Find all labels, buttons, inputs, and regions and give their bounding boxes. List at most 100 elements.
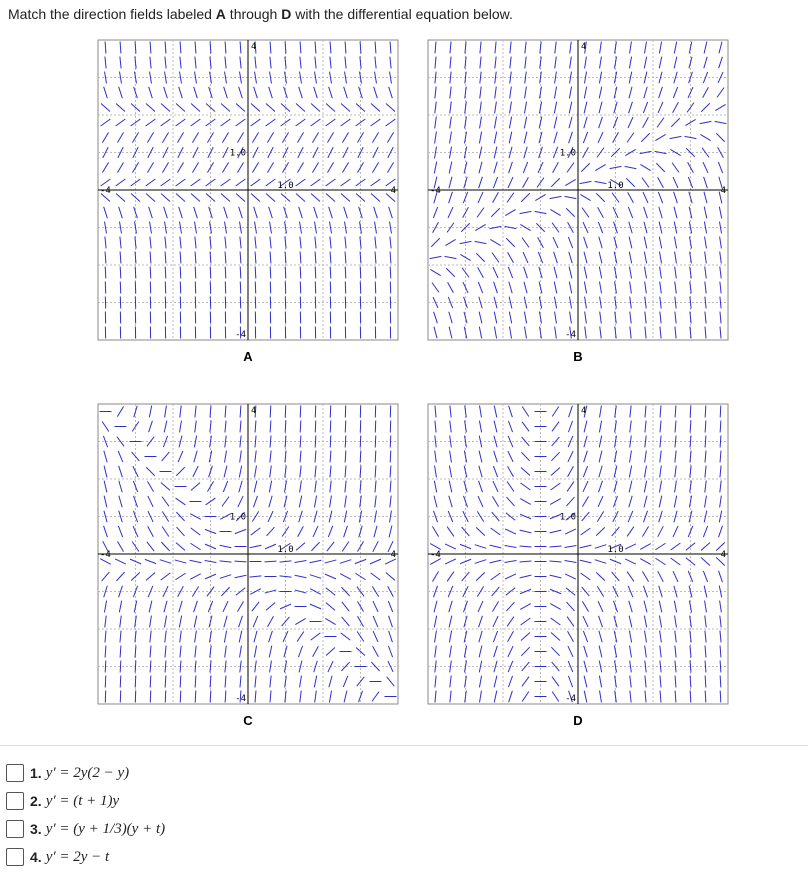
slope-segment bbox=[204, 560, 217, 563]
slope-segment bbox=[658, 206, 663, 219]
slope-segment bbox=[104, 630, 107, 643]
slope-segment bbox=[209, 266, 212, 279]
slope-segment bbox=[553, 116, 558, 129]
slope-segment bbox=[279, 560, 292, 563]
slope-segment bbox=[550, 467, 561, 476]
slope-segment bbox=[715, 132, 726, 143]
slope-segment bbox=[580, 527, 591, 536]
slope-segment bbox=[99, 558, 112, 565]
slope-segment bbox=[190, 118, 201, 127]
slope-segment bbox=[493, 146, 498, 159]
equation-option[interactable]: 4. y′ = 2y − t bbox=[6, 845, 109, 869]
slope-segment bbox=[688, 191, 693, 204]
slope-segment bbox=[358, 206, 363, 219]
slope-segment bbox=[177, 450, 184, 463]
slope-segment bbox=[504, 528, 517, 535]
slope-segment bbox=[389, 266, 392, 279]
slope-segment bbox=[312, 146, 319, 159]
slope-segment bbox=[508, 281, 513, 294]
slope-segment bbox=[284, 480, 287, 493]
slope-segment bbox=[478, 480, 483, 493]
slope-segment bbox=[568, 86, 573, 99]
equation-option[interactable]: 2. y′ = (t + 1)y bbox=[6, 789, 119, 813]
slope-segment bbox=[388, 86, 393, 99]
slope-segment bbox=[659, 311, 662, 324]
slope-segment bbox=[434, 116, 437, 129]
slope-segment bbox=[659, 326, 662, 339]
checkbox[interactable] bbox=[6, 820, 24, 838]
slope-segment bbox=[519, 574, 532, 579]
slope-segment bbox=[100, 178, 111, 187]
slope-segment bbox=[209, 630, 212, 643]
slope-segment bbox=[267, 510, 274, 523]
slope-segment bbox=[449, 116, 452, 129]
slope-segment bbox=[309, 603, 322, 610]
slope-segment bbox=[194, 630, 197, 643]
checkbox[interactable] bbox=[6, 764, 24, 782]
slope-segment bbox=[298, 510, 303, 523]
slope-segment bbox=[521, 237, 530, 248]
slope-segment bbox=[340, 178, 351, 187]
slope-segment bbox=[674, 420, 677, 433]
slope-segment bbox=[553, 101, 558, 114]
slope-segment bbox=[179, 420, 182, 433]
slope-segment bbox=[659, 675, 662, 688]
slope-segment bbox=[478, 465, 483, 478]
slope-segment bbox=[463, 311, 468, 324]
slope-segment bbox=[568, 405, 573, 418]
slope-segment bbox=[628, 251, 633, 264]
axis-label: -4 bbox=[100, 550, 111, 560]
slope-segment bbox=[674, 645, 677, 658]
slope-segment bbox=[718, 570, 723, 583]
checkbox[interactable] bbox=[6, 848, 24, 866]
slope-segment bbox=[579, 559, 592, 564]
slope-segment bbox=[568, 296, 573, 309]
slope-segment bbox=[703, 510, 708, 523]
slope-segment bbox=[297, 525, 304, 538]
slope-segment bbox=[237, 162, 244, 173]
slope-segment bbox=[329, 465, 332, 478]
slope-segment bbox=[627, 116, 634, 129]
equation-option[interactable]: 1. y′ = 2y(2 − y) bbox=[6, 761, 129, 785]
slope-segment bbox=[164, 645, 167, 658]
slope-segment bbox=[674, 480, 677, 493]
equation-option[interactable]: 3. y′ = (y + 1/3)(y + t) bbox=[6, 817, 165, 841]
slope-segment bbox=[163, 600, 168, 613]
slope-segment bbox=[249, 588, 262, 595]
slope-segment bbox=[628, 600, 633, 613]
slope-segment bbox=[329, 435, 332, 448]
slope-segment bbox=[445, 267, 456, 278]
slope-segment bbox=[449, 660, 452, 673]
slope-segment bbox=[104, 675, 107, 688]
slope-segment bbox=[629, 405, 632, 418]
slope-segment bbox=[209, 660, 212, 673]
slope-segment bbox=[374, 465, 377, 478]
slope-segment bbox=[639, 150, 652, 155]
slope-segment bbox=[464, 86, 467, 99]
slope-segment bbox=[479, 56, 482, 69]
slope-segment bbox=[464, 56, 467, 69]
slope-segment bbox=[254, 266, 257, 279]
slope-segment bbox=[673, 510, 678, 523]
slope-segment bbox=[313, 495, 318, 508]
slope-segment bbox=[659, 281, 662, 294]
slope-segment bbox=[599, 326, 602, 339]
slope-segment bbox=[224, 690, 227, 703]
slope-segment bbox=[373, 86, 378, 99]
slope-segment bbox=[325, 647, 336, 656]
slope-segment bbox=[702, 161, 709, 174]
slope-segment bbox=[194, 56, 197, 69]
slope-segment bbox=[674, 630, 677, 643]
slope-segment bbox=[554, 326, 557, 339]
slope-segment bbox=[492, 480, 499, 493]
slope-segment bbox=[209, 690, 212, 703]
slope-segment bbox=[194, 266, 197, 279]
slope-segment bbox=[613, 465, 618, 478]
slope-segment bbox=[507, 645, 514, 658]
slope-segment bbox=[686, 102, 695, 113]
slope-segment bbox=[284, 435, 287, 448]
slope-segment bbox=[359, 56, 362, 69]
slope-segment bbox=[519, 588, 532, 595]
checkbox[interactable] bbox=[6, 792, 24, 810]
slope-segment bbox=[164, 281, 167, 294]
